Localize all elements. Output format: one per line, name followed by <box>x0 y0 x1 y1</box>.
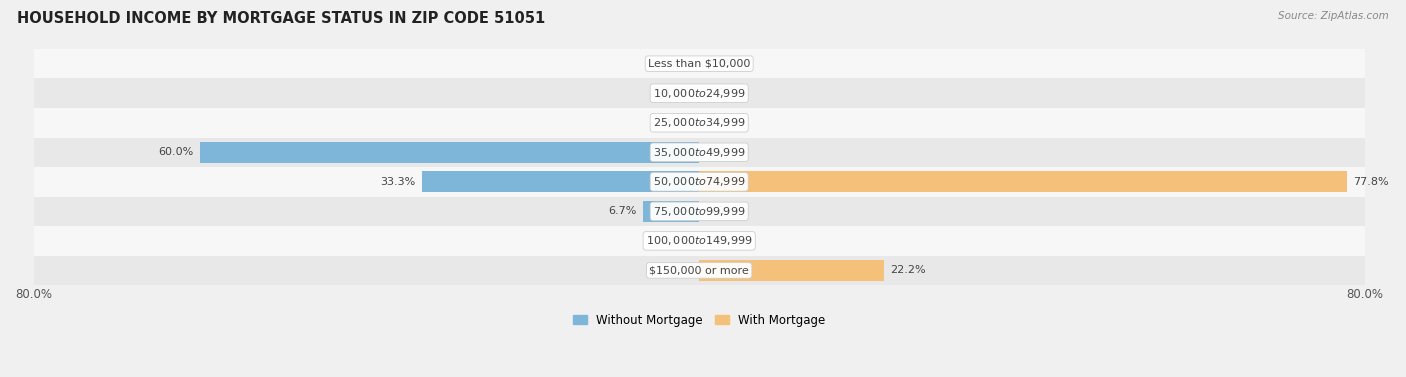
Text: 0.0%: 0.0% <box>707 118 735 128</box>
Bar <box>644 201 699 222</box>
Legend: Without Mortgage, With Mortgage: Without Mortgage, With Mortgage <box>568 309 831 331</box>
Text: 0.0%: 0.0% <box>707 59 735 69</box>
Text: 0.0%: 0.0% <box>662 59 690 69</box>
Text: 33.3%: 33.3% <box>380 177 415 187</box>
Text: 0.0%: 0.0% <box>707 147 735 157</box>
Bar <box>34 256 1365 285</box>
Bar <box>34 78 1365 108</box>
Text: 0.0%: 0.0% <box>707 236 735 246</box>
Text: $10,000 to $24,999: $10,000 to $24,999 <box>652 87 745 100</box>
Text: 0.0%: 0.0% <box>662 265 690 276</box>
Text: 0.0%: 0.0% <box>707 88 735 98</box>
Text: Less than $10,000: Less than $10,000 <box>648 59 751 69</box>
Text: 60.0%: 60.0% <box>157 147 193 157</box>
Bar <box>34 49 1365 78</box>
Text: $100,000 to $149,999: $100,000 to $149,999 <box>645 234 752 247</box>
Text: $25,000 to $34,999: $25,000 to $34,999 <box>652 116 745 129</box>
Bar <box>34 226 1365 256</box>
Bar <box>34 108 1365 138</box>
Text: $75,000 to $99,999: $75,000 to $99,999 <box>652 205 745 218</box>
Text: HOUSEHOLD INCOME BY MORTGAGE STATUS IN ZIP CODE 51051: HOUSEHOLD INCOME BY MORTGAGE STATUS IN Z… <box>17 11 546 26</box>
Text: 0.0%: 0.0% <box>662 88 690 98</box>
Bar <box>200 142 699 163</box>
Text: 0.0%: 0.0% <box>662 236 690 246</box>
Text: 22.2%: 22.2% <box>890 265 927 276</box>
Text: Source: ZipAtlas.com: Source: ZipAtlas.com <box>1278 11 1389 21</box>
Bar <box>34 167 1365 196</box>
Text: 6.7%: 6.7% <box>609 206 637 216</box>
Bar <box>699 171 1347 192</box>
Text: $150,000 or more: $150,000 or more <box>650 265 749 276</box>
Bar <box>34 138 1365 167</box>
Bar <box>34 196 1365 226</box>
Bar <box>699 260 884 281</box>
Text: 77.8%: 77.8% <box>1353 177 1389 187</box>
Text: 0.0%: 0.0% <box>662 118 690 128</box>
Text: 0.0%: 0.0% <box>707 206 735 216</box>
Bar <box>422 171 699 192</box>
Text: $35,000 to $49,999: $35,000 to $49,999 <box>652 146 745 159</box>
Text: $50,000 to $74,999: $50,000 to $74,999 <box>652 175 745 188</box>
